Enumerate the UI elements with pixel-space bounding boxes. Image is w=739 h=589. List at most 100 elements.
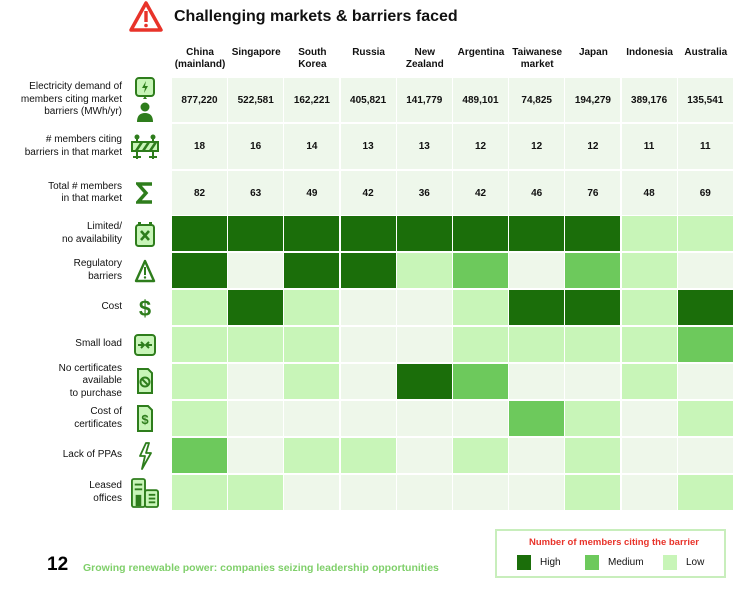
heatmap-cell-none	[509, 438, 565, 473]
stat-cell: 405,821	[340, 78, 396, 122]
heatmap-cell-low	[284, 364, 340, 399]
heatmap-cell-none	[340, 290, 396, 325]
heatmap-cell-low	[621, 253, 677, 288]
column-header: Japan	[578, 47, 608, 58]
heatmap-cell-medium	[677, 327, 733, 362]
office-buildings-icon	[131, 475, 159, 510]
stat-cell: 12	[565, 124, 621, 169]
heatmap-cell-low	[453, 290, 508, 325]
heatmap-cell-high	[172, 253, 227, 288]
row-label: Small load	[75, 338, 122, 350]
legend: Number of members citing the barrier Hig…	[495, 529, 726, 578]
heatmap-cell-low	[677, 401, 733, 436]
heatmap-cell-high	[228, 216, 284, 251]
heatmap-cell-low	[340, 438, 396, 473]
heatmap-cell-none	[565, 364, 621, 399]
row-label: Lack of PPAs	[62, 449, 122, 461]
heatmap-cell-none	[340, 327, 396, 362]
warning-icon	[131, 253, 159, 288]
heatmap-cell-low	[172, 364, 227, 399]
stat-cell: 48	[621, 171, 677, 215]
stat-cell: 49	[284, 171, 340, 215]
row-label: Regulatory barriers	[73, 258, 122, 282]
heatmap-cell-none	[340, 475, 396, 510]
stat-cell: 63	[228, 171, 284, 215]
stat-cell: 69	[677, 171, 733, 215]
heatmap-cell-high	[284, 253, 340, 288]
column-header: Taiwanese market	[512, 47, 563, 70]
heatmap-cell-low	[621, 290, 677, 325]
heatmap-cell-high	[453, 216, 508, 251]
stat-cell: 36	[396, 171, 452, 215]
heatmap-cell-none	[284, 401, 340, 436]
legend-item-high: High	[517, 555, 561, 570]
stat-cell: 16	[228, 124, 284, 169]
stat-cell: 12	[453, 124, 508, 169]
page-title: Challenging markets & barriers faced	[174, 8, 458, 25]
heatmap-cell-high	[396, 216, 452, 251]
legend-swatch-high	[517, 555, 531, 570]
heatmap-cell-low	[565, 327, 621, 362]
heatmap-cell-none	[453, 475, 508, 510]
footer-text: Growing renewable power: companies seizi…	[83, 562, 439, 574]
heatmap-cell-low	[621, 327, 677, 362]
legend-title: Number of members citing the barrier	[529, 537, 699, 548]
stat-cell: 135,541	[677, 78, 733, 122]
legend-label: Low	[686, 557, 705, 568]
stat-cell: 11	[677, 124, 733, 169]
stat-cell: 42	[453, 171, 508, 215]
heatmap-cell-none	[340, 401, 396, 436]
stat-cell: 13	[340, 124, 396, 169]
heatmap-cell-none	[396, 290, 452, 325]
column-header: Indonesia	[626, 47, 673, 58]
heatmap-cell-none	[509, 364, 565, 399]
sigma-icon	[131, 171, 159, 215]
heatmap-cell-low	[172, 401, 227, 436]
row-label: No certificates available to purchase	[58, 362, 122, 399]
stat-cell: 12	[509, 124, 565, 169]
certificate-dollar-icon: $	[131, 401, 159, 436]
stat-cell: 14	[284, 124, 340, 169]
stat-cell: 82	[172, 171, 227, 215]
heatmap-cell-low	[228, 327, 284, 362]
stat-cell: 42	[340, 171, 396, 215]
heatmap-cell-high	[509, 216, 565, 251]
heatmap-cell-medium	[453, 364, 508, 399]
heatmap-cell-low	[453, 327, 508, 362]
heatmap-cell-high	[340, 216, 396, 251]
stat-cell: 11	[621, 124, 677, 169]
stat-cell: 46	[509, 171, 565, 215]
stat-cell: 13	[396, 124, 452, 169]
heatmap-cell-none	[396, 475, 452, 510]
certificate-blocked-icon	[131, 364, 159, 399]
legend-label: High	[540, 557, 561, 568]
heatmap-cell-none	[396, 438, 452, 473]
heatmap-cell-high	[509, 290, 565, 325]
heatmap-cell-low	[172, 475, 227, 510]
stat-cell: 522,581	[228, 78, 284, 122]
heatmap-cell-none	[340, 364, 396, 399]
heatmap-cell-low	[677, 216, 733, 251]
dollar-icon: $	[131, 290, 159, 325]
heatmap-cell-low	[565, 475, 621, 510]
heatmap-cell-low	[565, 438, 621, 473]
heatmap-cell-high	[228, 290, 284, 325]
heatmap-cell-low	[621, 216, 677, 251]
heatmap-cell-low	[396, 253, 452, 288]
roadblock-icon	[131, 124, 159, 169]
legend-swatch-low	[663, 555, 677, 570]
compress-arrows-icon	[131, 327, 159, 362]
calendar-x-icon	[131, 216, 159, 251]
row-label: Leased offices	[89, 480, 122, 504]
heatmap-cell-low	[621, 364, 677, 399]
row-label: Limited/no availability	[61, 221, 122, 245]
heatmap-cell-high	[677, 290, 733, 325]
heatmap-cell-medium	[509, 401, 565, 436]
heatmap-cell-none	[677, 253, 733, 288]
column-header: South Korea	[298, 47, 327, 70]
heatmap-cell-none	[228, 438, 284, 473]
heatmap-cell-none	[228, 364, 284, 399]
heatmap-cell-none	[228, 253, 284, 288]
heatmap-cell-low	[509, 327, 565, 362]
heatmap-cell-low	[284, 290, 340, 325]
